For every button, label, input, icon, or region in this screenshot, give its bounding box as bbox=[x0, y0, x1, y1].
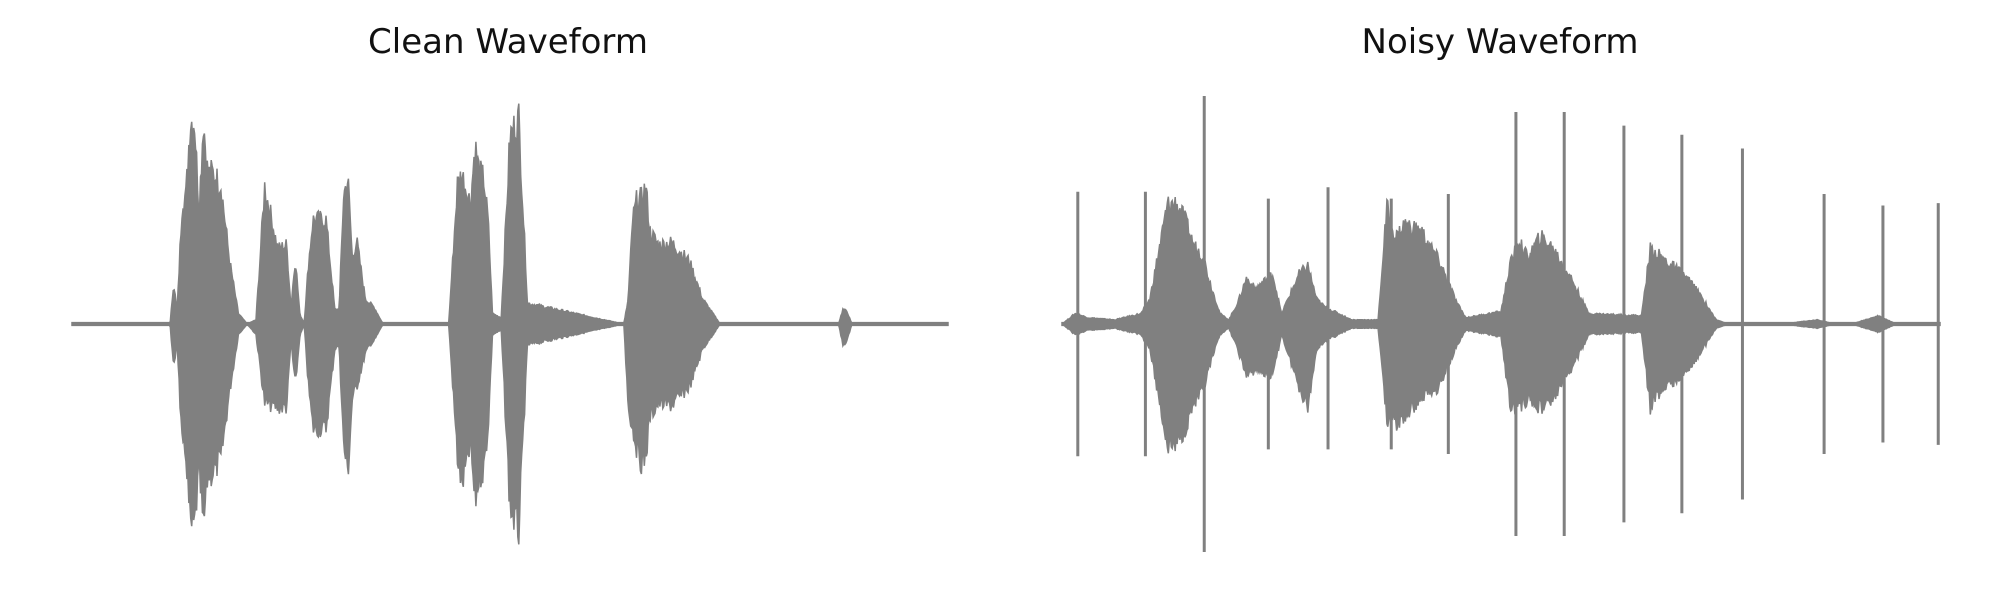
chart-title: Clean Waveform bbox=[368, 22, 648, 62]
noisy-waveform-plot bbox=[1061, 96, 1941, 552]
clean-waveform-panel: Clean Waveform bbox=[71, 22, 949, 545]
noisy-waveform-panel: Noisy Waveform bbox=[1000, 0, 2000, 600]
chart-title: Noisy Waveform bbox=[1361, 22, 1639, 62]
clean-waveform-plot bbox=[71, 103, 949, 545]
